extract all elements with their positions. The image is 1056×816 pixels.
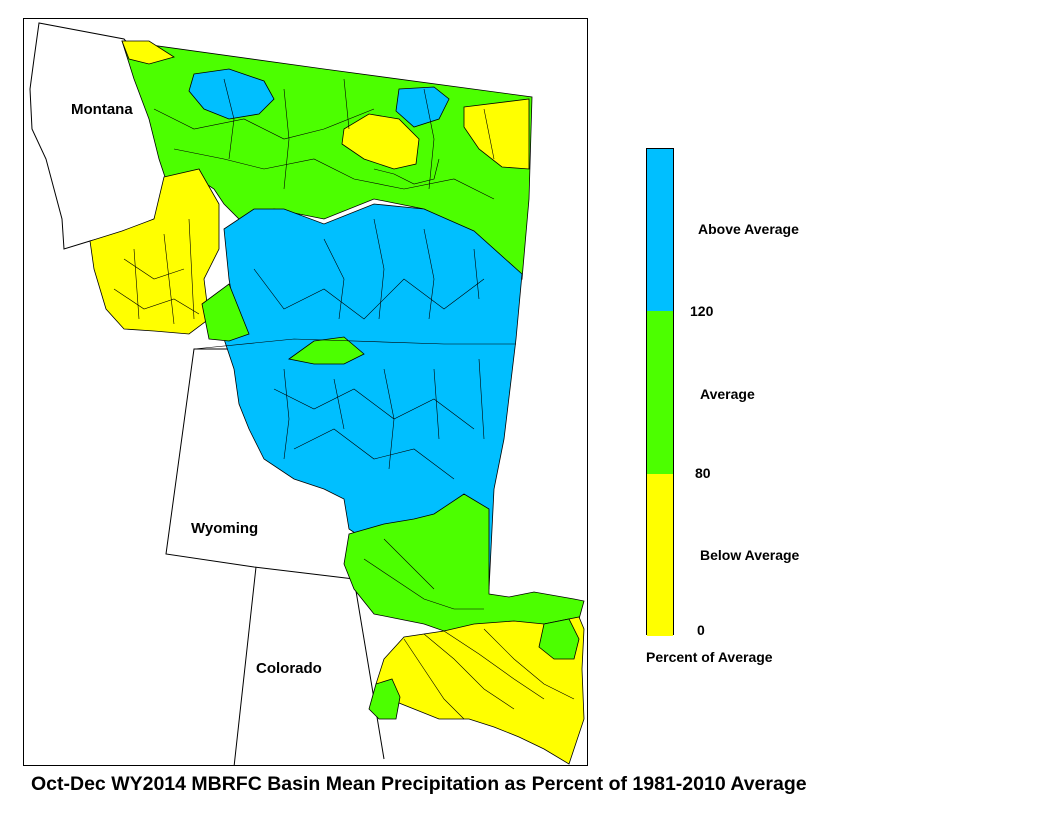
basin-boundaries: [113, 78, 575, 720]
state-label-montana: Montana: [71, 101, 133, 118]
basin-line: [363, 538, 484, 610]
basin-line: [193, 338, 516, 350]
basin-region-average: [343, 493, 585, 632]
basin-region-below-average: [89, 168, 220, 335]
map-title: Oct-Dec WY2014 MBRFC Basin Mean Precipit…: [31, 773, 807, 795]
basin-region-below-average: [121, 40, 175, 65]
basin-region-average: [538, 618, 580, 660]
basin-regions: [89, 40, 585, 765]
basin-line: [133, 218, 195, 325]
legend-label-average: Average: [700, 386, 755, 402]
basin-region-average: [368, 678, 401, 720]
basin-region-average: [288, 336, 365, 365]
basin-line: [223, 78, 495, 190]
basin-line: [113, 258, 200, 315]
basin-region-below-average: [463, 98, 530, 170]
basin-line: [373, 158, 440, 185]
basin-line: [273, 388, 475, 430]
legend-break-0: 0: [697, 622, 705, 638]
basin-line: [293, 428, 455, 480]
basin-line: [403, 628, 575, 720]
basin-region-average: [201, 283, 250, 342]
legend-break-120: 120: [690, 303, 714, 319]
basin-region-below-average: [375, 616, 585, 765]
basin-line: [253, 268, 485, 320]
legend-swatch-above-average: [647, 149, 673, 311]
legend-swatch-average: [647, 311, 673, 474]
basin-region-above-average: [188, 68, 275, 120]
colorado-boundary: [233, 566, 385, 765]
map-panel: Montana Wyoming Colorado: [23, 18, 588, 766]
legend-color-bar: [646, 148, 674, 636]
state-label-colorado: Colorado: [256, 660, 322, 677]
basin-region-below-average: [341, 113, 420, 170]
basin-line: [323, 218, 480, 320]
legend-units-label: Percent of Average: [646, 649, 773, 665]
legend-break-80: 80: [695, 465, 711, 481]
basin-line: [283, 358, 485, 470]
legend-label-below-average: Below Average: [700, 547, 800, 563]
basin-map: [29, 22, 585, 765]
basin-line: [153, 108, 375, 140]
state-label-wyoming: Wyoming: [191, 520, 259, 537]
legend-label-above-average: Above Average: [698, 221, 799, 237]
basin-region-above-average: [395, 86, 450, 128]
basin-line: [173, 148, 495, 200]
legend-swatch-below-average: [647, 474, 673, 636]
